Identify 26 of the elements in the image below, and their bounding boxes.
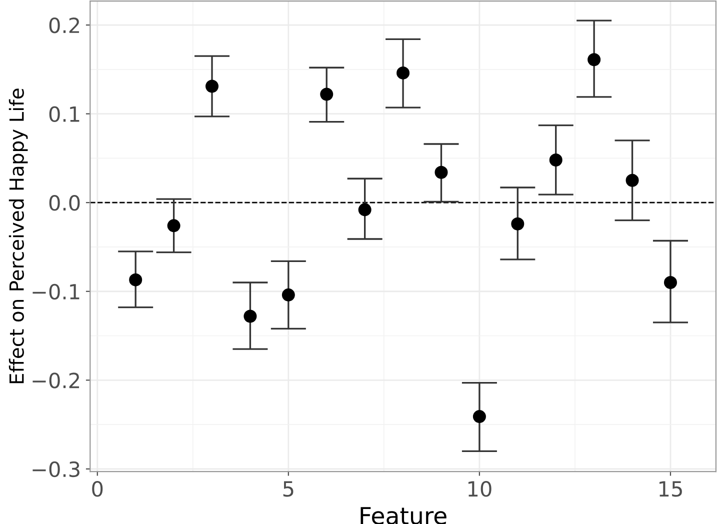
point — [472, 410, 486, 424]
point — [244, 310, 257, 323]
point — [396, 66, 410, 80]
point — [358, 203, 372, 216]
point — [434, 166, 448, 179]
point — [626, 174, 639, 187]
y-tick-label: 0.2 — [49, 17, 80, 34]
x-tick-label: 0 — [92, 480, 103, 497]
point — [549, 153, 562, 166]
point — [511, 217, 524, 230]
y-tick-label: 0.0 — [49, 195, 80, 211]
y-axis-title: Effect on Perceived Happy Life — [8, 88, 28, 384]
x-tick-label: 15 — [660, 481, 682, 497]
y-tick-label: −0.2 — [32, 372, 80, 388]
point — [167, 219, 180, 232]
point — [588, 53, 601, 66]
point — [664, 276, 677, 289]
y-tick-label: 0.1 — [49, 106, 80, 122]
x-tick-label: 10 — [468, 480, 492, 497]
y-tick-label: −0.3 — [32, 461, 80, 478]
point — [282, 288, 295, 302]
point — [129, 273, 142, 286]
x-tick-label: 5 — [283, 481, 294, 497]
y-tick-label: −0.1 — [32, 284, 80, 300]
point — [320, 88, 334, 101]
point — [206, 80, 219, 93]
